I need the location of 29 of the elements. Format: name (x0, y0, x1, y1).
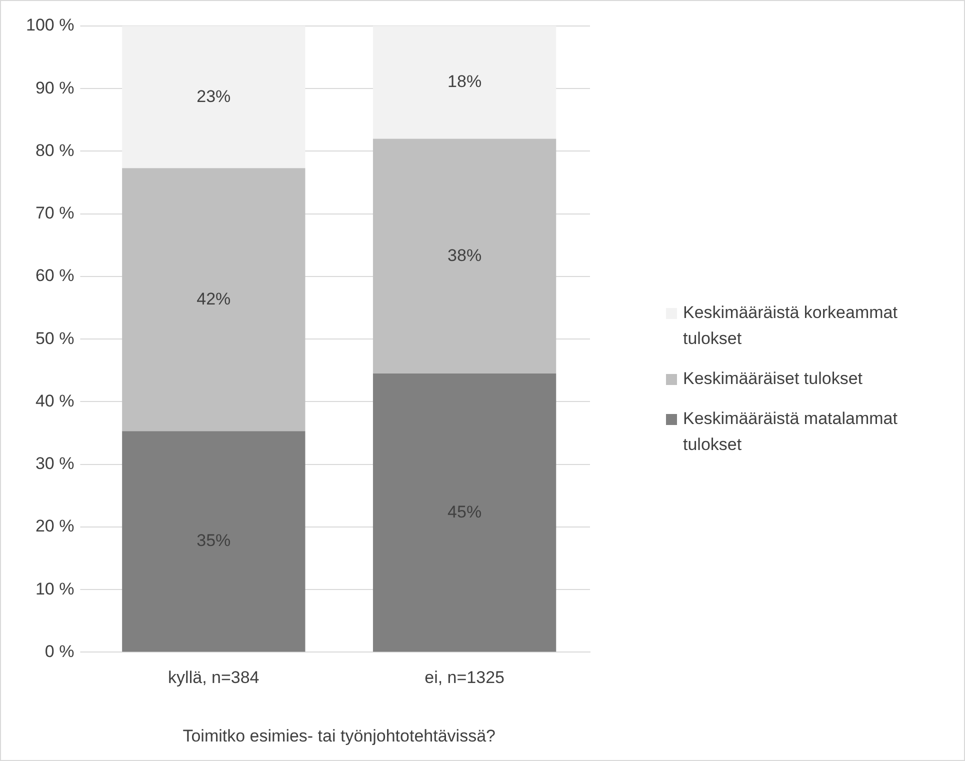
y-tick-label: 60 % (35, 266, 74, 286)
y-tick-label: 10 % (35, 579, 74, 598)
y-tick-label: 30 % (35, 454, 74, 474)
x-tick-label: ei, n=1325 (424, 668, 504, 688)
bar (122, 431, 306, 652)
x-tick-label: kyllä, n=384 (168, 668, 260, 688)
bar (372, 26, 556, 139)
bar (372, 374, 556, 652)
y-tick-label: 80 % (35, 140, 74, 160)
y-tick-label: 0 % (44, 642, 74, 661)
y-tick-label: 100 % (26, 16, 74, 35)
data-label: 38% (448, 246, 482, 265)
legend-label: Keskimääräistä korkeammat tulokset (683, 302, 898, 350)
y-tick-label: 50 % (35, 328, 74, 348)
y-tick-label: 70 % (35, 204, 74, 223)
legend-label: Keskimääräiset tulokset (683, 368, 863, 390)
data-label: 23% (196, 86, 231, 106)
bar (372, 138, 556, 374)
data-label: 18% (448, 72, 482, 92)
data-label: 42% (196, 289, 231, 308)
data-label: 45% (448, 502, 482, 522)
x-axis-title: Toimitko esimies- tai työnjohtotehtävissä? (182, 726, 496, 746)
data-label: 35% (196, 531, 231, 550)
bar (122, 26, 306, 168)
bar (122, 168, 306, 432)
y-tick-label: 90 % (35, 78, 74, 98)
y-tick-label: 20 % (35, 516, 74, 536)
y-tick-label: 40 % (35, 391, 74, 410)
legend-label: Keskimääräistä matalammat tulokset (683, 408, 898, 456)
